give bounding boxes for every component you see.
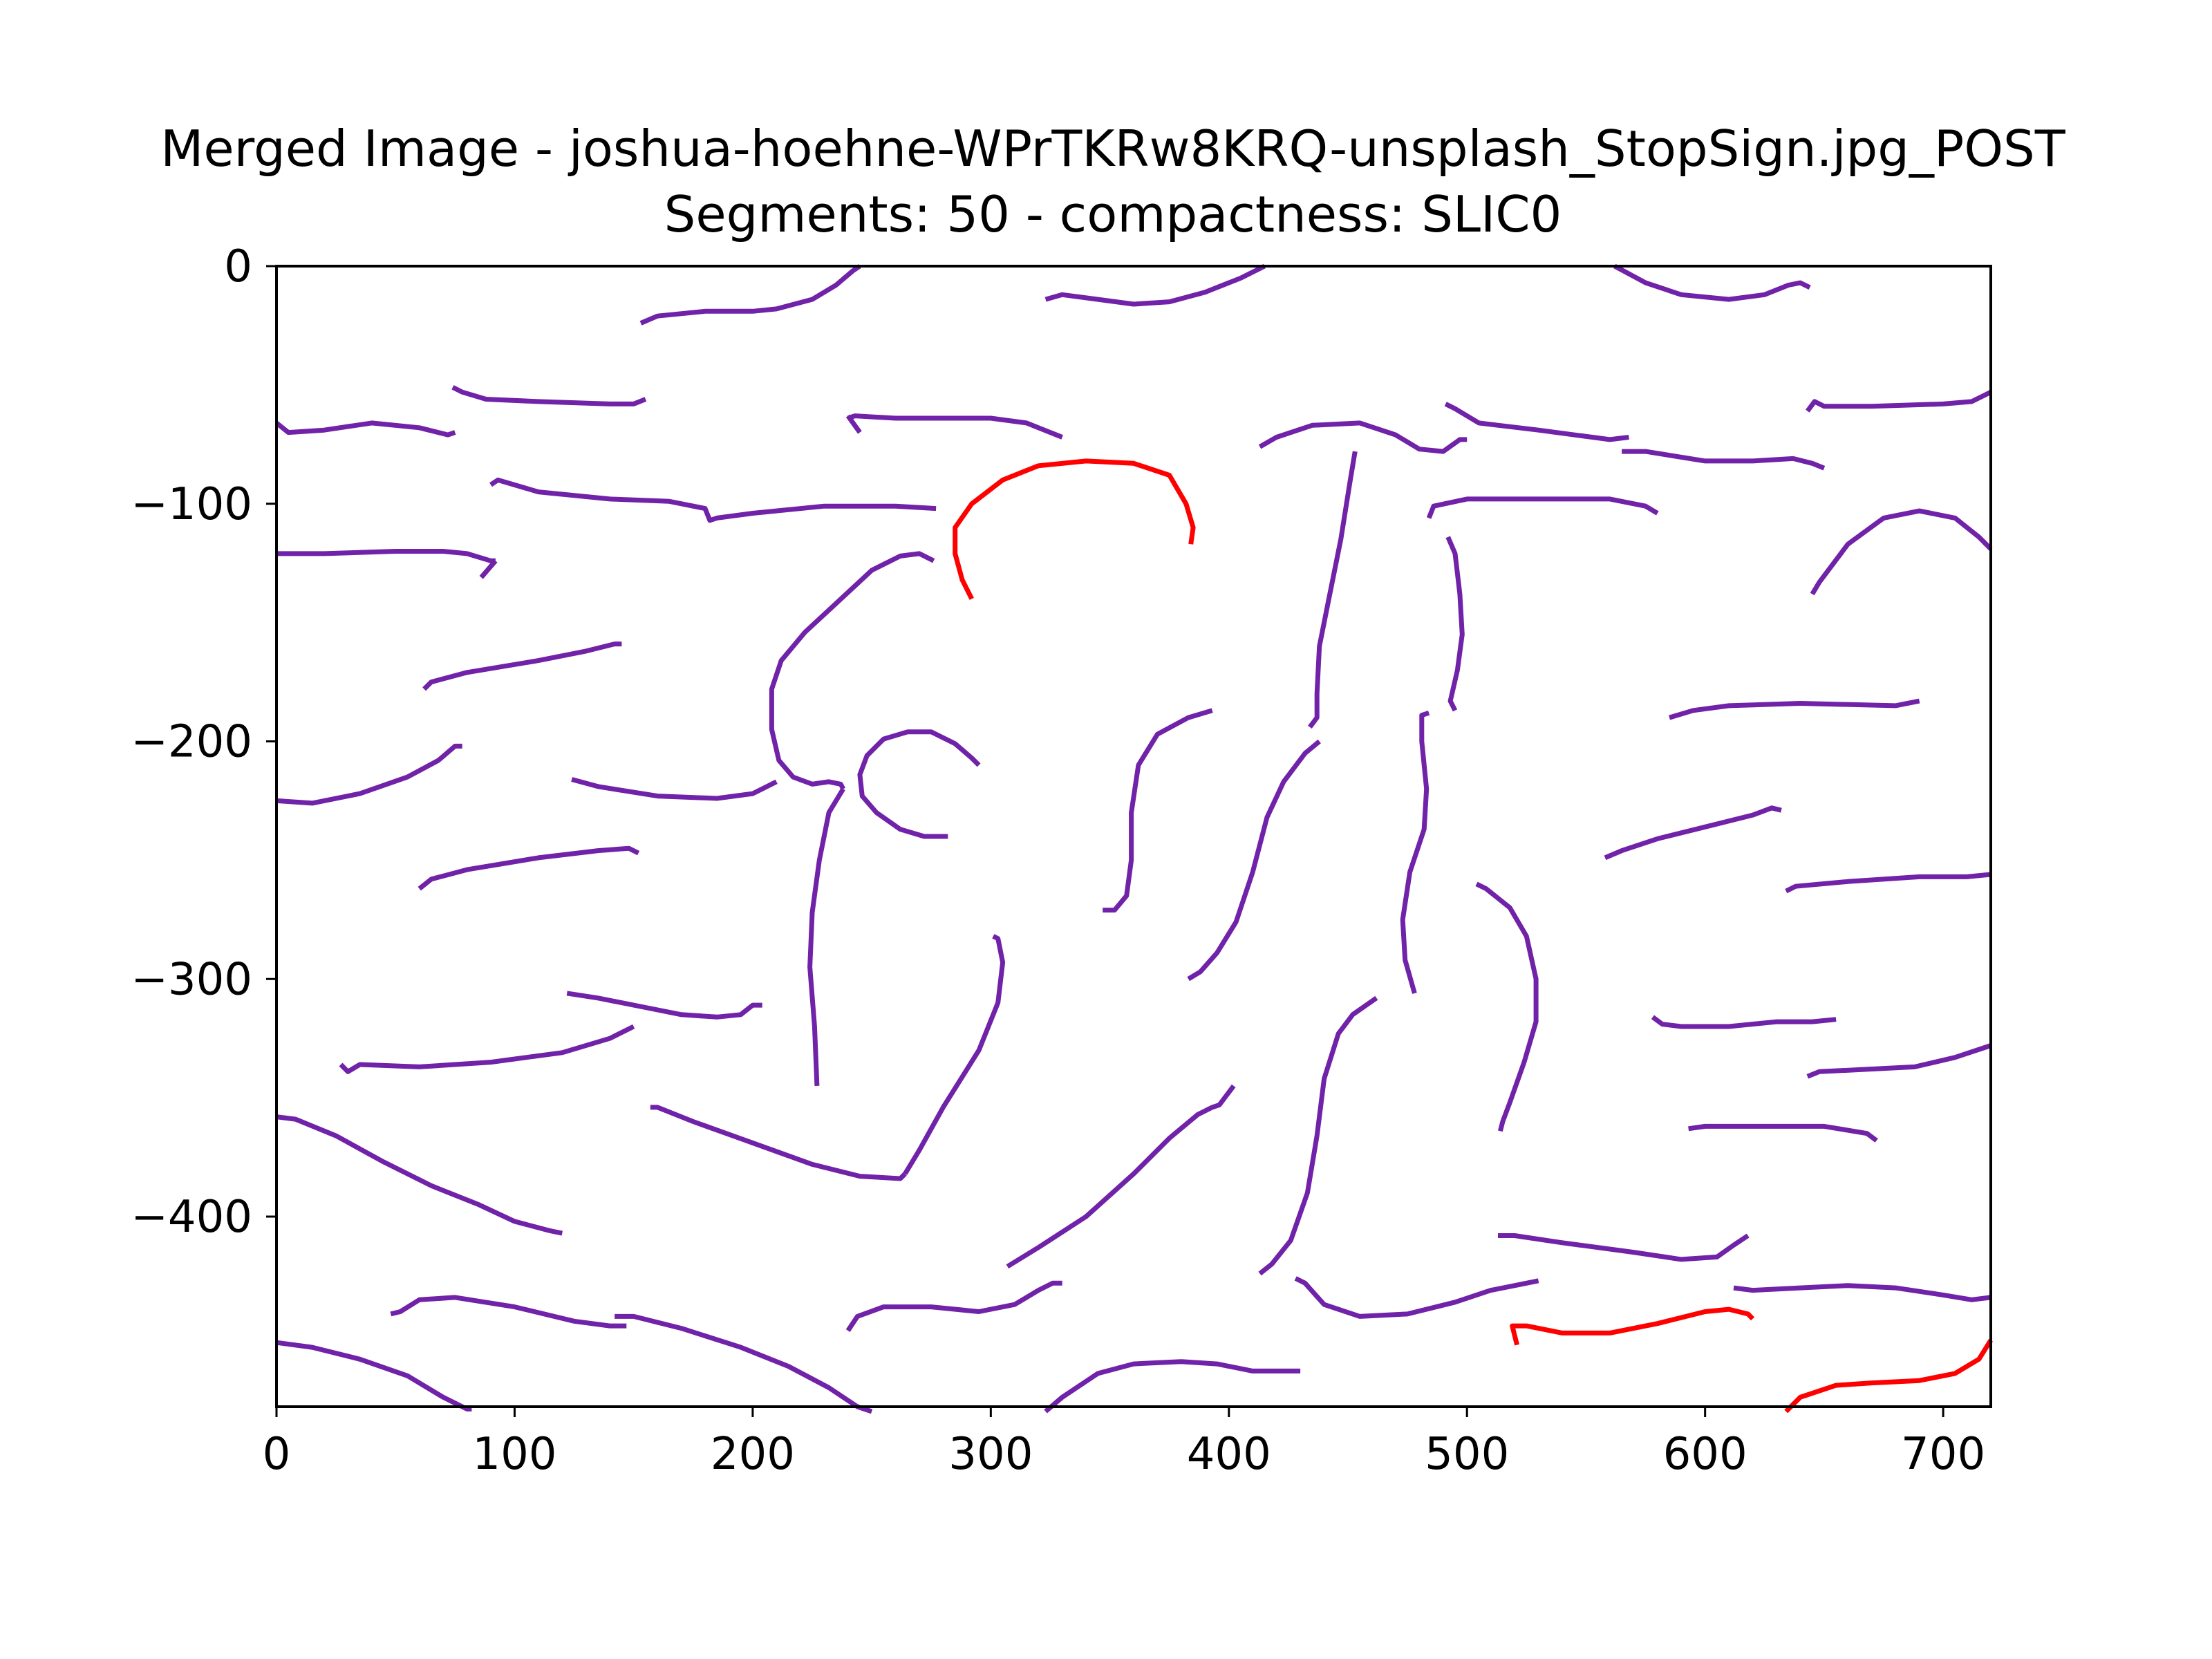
segment-boundary-line-15	[1810, 508, 1993, 596]
segment-boundary-line-44	[1604, 805, 1782, 861]
segment-boundary-line-28	[845, 1280, 1062, 1332]
x-tick-label: 300	[948, 1429, 1033, 1480]
segment-boundary-line-5	[847, 413, 1063, 440]
segment-boundary-line-26	[615, 1313, 873, 1414]
segment-boundary-line-14	[1426, 496, 1659, 519]
segment-boundary-line-10	[1805, 390, 1992, 413]
segment-boundary-line-33	[1103, 708, 1213, 913]
segment-boundary-line-45	[1785, 872, 1991, 894]
segment-boundary-line-19	[418, 845, 640, 891]
highlight-boundary-line-51	[1510, 1306, 1755, 1346]
segment-boundary-line-2	[1613, 263, 1811, 302]
segment-boundary-line-42	[1498, 1233, 1750, 1262]
segment-boundary-line-7	[1258, 420, 1468, 454]
segment-boundary-line-1	[1044, 263, 1266, 307]
segment-boundary-line-34	[1187, 739, 1321, 982]
y-tick-label: −200	[131, 717, 252, 768]
plot-frame	[275, 265, 1992, 1408]
segment-boundary-line-24	[903, 934, 1006, 1175]
x-tick-label: 500	[1425, 1429, 1509, 1480]
segment-boundary-line-12	[276, 549, 496, 563]
segment-boundary-line-46	[1651, 1015, 1837, 1029]
segment-boundary-line-41	[1294, 1276, 1539, 1319]
x-tick-label: 400	[1187, 1429, 1271, 1480]
y-tick-label: −300	[131, 954, 252, 1005]
segment-boundary-line-47	[1806, 1043, 1992, 1079]
x-tick-label: 200	[711, 1429, 795, 1480]
segment-boundary-line-39	[1258, 995, 1378, 1276]
segment-boundary-line-21	[339, 1024, 635, 1074]
segment-boundary-line-23	[650, 1105, 907, 1181]
segment-boundary-line-36	[1445, 536, 1465, 712]
segment-boundary-line-9	[1622, 449, 1826, 471]
segment-boundary-line-8	[1444, 402, 1629, 442]
segment-boundary-line-31	[807, 787, 845, 1087]
segment-boundary-line-16	[422, 641, 622, 691]
x-axis-ticks: 0 100 200 300 400 500 600 700	[263, 1407, 1985, 1480]
x-tick-label: 0	[263, 1429, 291, 1480]
segment-boundary-line-17	[276, 743, 462, 806]
segment-boundary-line-48	[1688, 1123, 1878, 1143]
segment-boundary-line-27	[276, 1340, 472, 1412]
y-axis-ticks: 0 −100 −200 −300 −400	[131, 241, 276, 1243]
chart-title-line-2: Segments: 50 - compactness: SLIC0	[664, 185, 1562, 243]
y-tick-label: 0	[224, 241, 252, 292]
x-tick-label: 100	[472, 1429, 556, 1480]
segment-boundary-line-3	[451, 385, 647, 406]
segment-boundary-line-11	[489, 477, 937, 523]
highlight-boundary-line-50	[953, 458, 1196, 600]
segment-boundary-line-25	[390, 1295, 627, 1329]
segment-boundary-line-38	[1475, 881, 1539, 1132]
segment-boundary-line-18	[571, 777, 778, 801]
segment-boundary-line-22	[276, 1114, 563, 1236]
segment-boundary-line-20	[566, 991, 762, 1020]
segment-boundary-line-29	[1044, 1359, 1301, 1414]
plot-series-group	[274, 263, 1993, 1414]
segment-boundary-line-6	[845, 414, 862, 434]
y-tick-label: −400	[131, 1192, 252, 1243]
chart-title-line-1: Merged Image - joshua-hoehne-WPrTKRw8KRQ…	[160, 120, 2065, 178]
segment-boundary-line-0	[639, 264, 861, 326]
segment-boundary-line-35	[1308, 451, 1358, 729]
highlight-boundary-line-52	[1784, 1338, 1993, 1414]
segment-boundary-line-13	[479, 559, 498, 579]
x-tick-label: 700	[1901, 1429, 1985, 1480]
segment-boundary-line-43	[1668, 698, 1920, 720]
segment-boundary-line-40	[1006, 1084, 1236, 1269]
segment-boundary-line-30	[769, 551, 935, 790]
segment-boundary-line-4	[274, 420, 456, 438]
segment-boundary-line-37	[1400, 710, 1430, 994]
segment-boundary-line-32	[857, 729, 981, 839]
segment-boundary-line-49	[1733, 1283, 1991, 1302]
x-tick-label: 600	[1663, 1429, 1747, 1480]
y-tick-label: −100	[131, 479, 252, 530]
